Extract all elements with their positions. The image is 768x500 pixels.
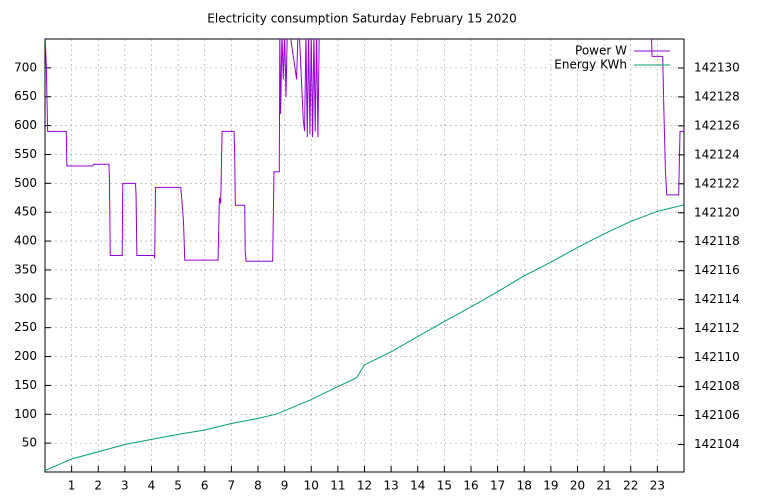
x-tick-label: 22 bbox=[623, 479, 638, 493]
chart-title: Electricity consumption Saturday Februar… bbox=[207, 12, 516, 26]
y2-tick-label: 142124 bbox=[694, 147, 740, 161]
y2-tick-label: 142106 bbox=[694, 408, 740, 422]
series-line bbox=[45, 39, 684, 262]
x-tick-label: 17 bbox=[490, 479, 505, 493]
legend-label: Power W bbox=[575, 44, 627, 58]
x-tick-label: 12 bbox=[357, 479, 372, 493]
legend-label: Energy KWh bbox=[554, 58, 627, 72]
y-tick-label: 350 bbox=[14, 262, 37, 276]
y-tick-label: 700 bbox=[14, 60, 37, 74]
y-tick-label: 300 bbox=[14, 291, 37, 305]
x-tick-label: 19 bbox=[543, 479, 558, 493]
y-tick-label: 600 bbox=[14, 118, 37, 132]
x-tick-label: 14 bbox=[410, 479, 425, 493]
y-tick-label: 500 bbox=[14, 176, 37, 190]
x-tick-label: 8 bbox=[254, 479, 262, 493]
x-tick-label: 11 bbox=[330, 479, 345, 493]
x-tick-label: 2 bbox=[94, 479, 102, 493]
x-tick-label: 6 bbox=[201, 479, 209, 493]
y2-tick-label: 142118 bbox=[694, 234, 740, 248]
x-tick-label: 1 bbox=[68, 479, 76, 493]
y-tick-label: 450 bbox=[14, 205, 37, 219]
x-tick-label: 4 bbox=[148, 479, 156, 493]
x-tick-label: 16 bbox=[463, 479, 478, 493]
series-line bbox=[45, 204, 684, 472]
y2-tick-label: 142126 bbox=[694, 118, 740, 132]
x-tick-label: 3 bbox=[121, 479, 129, 493]
x-tick-label: 20 bbox=[570, 479, 585, 493]
y2-tick-label: 142104 bbox=[694, 437, 740, 451]
y-tick-label: 400 bbox=[14, 234, 37, 248]
plot-border bbox=[44, 38, 685, 473]
x-tick-label: 5 bbox=[174, 479, 182, 493]
y2-tick-label: 142122 bbox=[694, 176, 740, 190]
y-tick-label: 100 bbox=[14, 407, 37, 421]
x-tick-label: 23 bbox=[650, 479, 665, 493]
y2-tick-label: 142112 bbox=[694, 321, 740, 335]
x-tick-label: 15 bbox=[437, 479, 452, 493]
y-tick-label: 50 bbox=[22, 436, 37, 450]
y2-tick-label: 142110 bbox=[694, 350, 740, 364]
x-tick-label: 13 bbox=[383, 479, 398, 493]
x-tick-label: 10 bbox=[304, 479, 319, 493]
y-tick-label: 250 bbox=[14, 320, 37, 334]
y-tick-label: 150 bbox=[14, 378, 37, 392]
x-tick-label: 18 bbox=[517, 479, 532, 493]
y2-tick-label: 142114 bbox=[694, 292, 740, 306]
plot-area bbox=[45, 39, 684, 472]
x-tick-label: 9 bbox=[281, 479, 289, 493]
y2-tick-label: 142120 bbox=[694, 205, 740, 219]
y2-tick-label: 142108 bbox=[694, 379, 740, 393]
y-tick-label: 200 bbox=[14, 349, 37, 363]
x-tick-label: 7 bbox=[228, 479, 236, 493]
y2-tick-label: 142130 bbox=[694, 60, 740, 74]
y-tick-label: 550 bbox=[14, 147, 37, 161]
y-tick-label: 650 bbox=[14, 89, 37, 103]
y2-tick-label: 142116 bbox=[694, 263, 740, 277]
x-tick-label: 21 bbox=[596, 479, 611, 493]
y2-tick-label: 142128 bbox=[694, 89, 740, 103]
